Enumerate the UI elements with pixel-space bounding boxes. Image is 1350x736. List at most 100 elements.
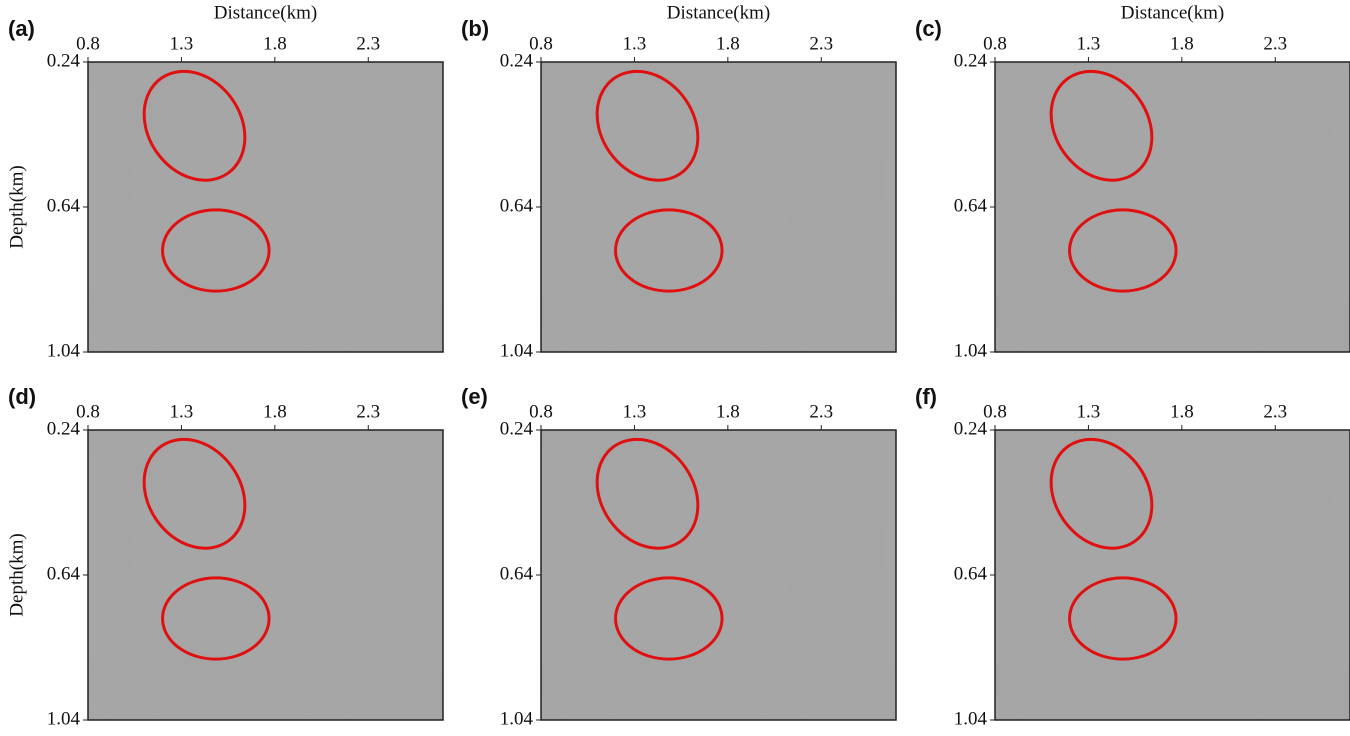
reflector-dark bbox=[88, 625, 196, 684]
panel: 0.8 1.3 1.8 2.3 0.24 0.64 1.04 (f) bbox=[915, 384, 1350, 729]
reflector-bright bbox=[788, 160, 896, 250]
panel: 0.8 1.3 1.8 2.3 0.24 0.64 1.04 (d) Depth(km) bbox=[6, 384, 444, 729]
reflector-bright bbox=[541, 92, 688, 177]
reflector-bright bbox=[995, 213, 1151, 296]
reflector-bright bbox=[88, 460, 235, 545]
x-tick-label: 2.3 bbox=[1263, 33, 1287, 54]
x-tick-label: 2.3 bbox=[356, 33, 380, 54]
reflector-bright bbox=[995, 581, 1151, 664]
reflector-bright bbox=[541, 460, 688, 545]
reflector-bright bbox=[715, 188, 795, 229]
highlight-ellipse bbox=[595, 69, 700, 182]
x-tick-label: 1.8 bbox=[1170, 33, 1194, 54]
y-tick-label: 0.24 bbox=[954, 418, 988, 439]
reflector-bright bbox=[715, 556, 795, 597]
seismic-image bbox=[995, 430, 1350, 720]
reflectors bbox=[541, 430, 896, 696]
reflector-bright bbox=[995, 92, 1142, 177]
x-tick-label: 1.8 bbox=[263, 33, 287, 54]
reflectors bbox=[88, 62, 443, 328]
seismic-image bbox=[541, 430, 896, 720]
y-tick-label: 1.04 bbox=[500, 340, 534, 361]
reflector-dark bbox=[88, 257, 196, 316]
reflector-bright bbox=[541, 144, 622, 200]
panel: 0.8 1.3 1.8 2.3 0.24 0.64 1.04 (b) Distance(km) bbox=[461, 2, 897, 361]
highlight-ellipse bbox=[1068, 576, 1178, 661]
y-axis-label: Depth(km) bbox=[6, 533, 27, 616]
reflector-dark bbox=[1163, 178, 1245, 222]
reflector-bright bbox=[216, 615, 292, 696]
y-tick-label: 0.24 bbox=[47, 50, 81, 71]
reflector-bright bbox=[541, 266, 653, 323]
reflector-bright bbox=[257, 430, 369, 578]
y-tick-label: 0.64 bbox=[954, 195, 988, 216]
reflector-bright bbox=[669, 615, 745, 696]
highlight-ellipse bbox=[595, 437, 700, 550]
reflector-bright bbox=[88, 213, 244, 296]
reflector-bright bbox=[541, 430, 678, 515]
reflector-dark bbox=[541, 625, 649, 684]
panel-label: (f) bbox=[915, 384, 937, 409]
x-tick-label: 1.8 bbox=[1170, 401, 1194, 422]
highlight-ellipse bbox=[161, 576, 271, 661]
x-tick-label: 1.8 bbox=[263, 401, 287, 422]
reflector-bright bbox=[88, 634, 200, 691]
reflector-dark bbox=[256, 546, 338, 590]
reflector-bright bbox=[1123, 615, 1199, 696]
reflector-bright bbox=[710, 62, 822, 210]
reflector-bright bbox=[541, 581, 697, 664]
x-axis-label: Distance(km) bbox=[1121, 2, 1224, 23]
reflector-bright bbox=[995, 634, 1107, 691]
x-axis-label: Distance(km) bbox=[214, 2, 317, 23]
reflector-bright bbox=[541, 634, 653, 691]
reflector-bright bbox=[88, 144, 169, 200]
reflector-bright bbox=[262, 188, 342, 229]
seismic-image bbox=[88, 430, 443, 720]
reflector-bright bbox=[995, 512, 1076, 568]
reflector-bright bbox=[1242, 160, 1350, 250]
seismic-image bbox=[541, 62, 896, 352]
panel-label: (a) bbox=[8, 16, 35, 41]
x-tick-label: 2.3 bbox=[809, 401, 833, 422]
reflector-bright bbox=[335, 528, 443, 618]
x-tick-label: 1.3 bbox=[1077, 33, 1101, 54]
y-tick-label: 1.04 bbox=[954, 340, 988, 361]
y-tick-label: 0.64 bbox=[500, 563, 534, 584]
y-tick-label: 1.04 bbox=[47, 708, 81, 729]
reflector-bright bbox=[995, 460, 1142, 545]
y-tick-label: 0.24 bbox=[954, 50, 988, 71]
x-tick-label: 2.3 bbox=[809, 33, 833, 54]
reflector-dark bbox=[995, 257, 1103, 316]
x-tick-label: 1.8 bbox=[716, 33, 740, 54]
reflector-bright bbox=[335, 160, 443, 250]
reflector-bright bbox=[995, 144, 1076, 200]
x-tick-label: 0.8 bbox=[529, 33, 553, 54]
reflector-bright bbox=[669, 247, 745, 328]
highlight-ellipse bbox=[142, 69, 247, 182]
reflector-dark bbox=[541, 257, 649, 316]
panel: 0.8 1.3 1.8 2.3 0.24 0.64 1.04 (e) bbox=[461, 384, 897, 729]
reflector-dark bbox=[256, 178, 338, 222]
reflector-bright bbox=[995, 430, 1132, 515]
reflector-bright bbox=[88, 430, 225, 515]
panel: 0.8 1.3 1.8 2.3 0.24 0.64 1.04 (c) Distance(km) bbox=[915, 2, 1350, 361]
y-tick-label: 0.64 bbox=[47, 195, 81, 216]
reflector-bright bbox=[1242, 528, 1350, 618]
reflector-bright bbox=[541, 62, 678, 147]
seismic-image bbox=[88, 62, 443, 352]
reflector-bright bbox=[995, 266, 1107, 323]
y-tick-label: 0.64 bbox=[954, 563, 988, 584]
y-tick-label: 0.24 bbox=[500, 418, 534, 439]
x-tick-label: 0.8 bbox=[983, 401, 1007, 422]
reflector-bright bbox=[1164, 430, 1276, 578]
panel-label: (b) bbox=[461, 16, 489, 41]
x-tick-label: 0.8 bbox=[529, 401, 553, 422]
reflectors bbox=[995, 430, 1350, 696]
reflector-bright bbox=[710, 430, 822, 578]
x-tick-label: 1.3 bbox=[623, 401, 647, 422]
reflector-bright bbox=[257, 62, 369, 210]
reflectors bbox=[88, 430, 443, 696]
y-tick-label: 1.04 bbox=[47, 340, 81, 361]
x-tick-label: 1.3 bbox=[170, 401, 194, 422]
